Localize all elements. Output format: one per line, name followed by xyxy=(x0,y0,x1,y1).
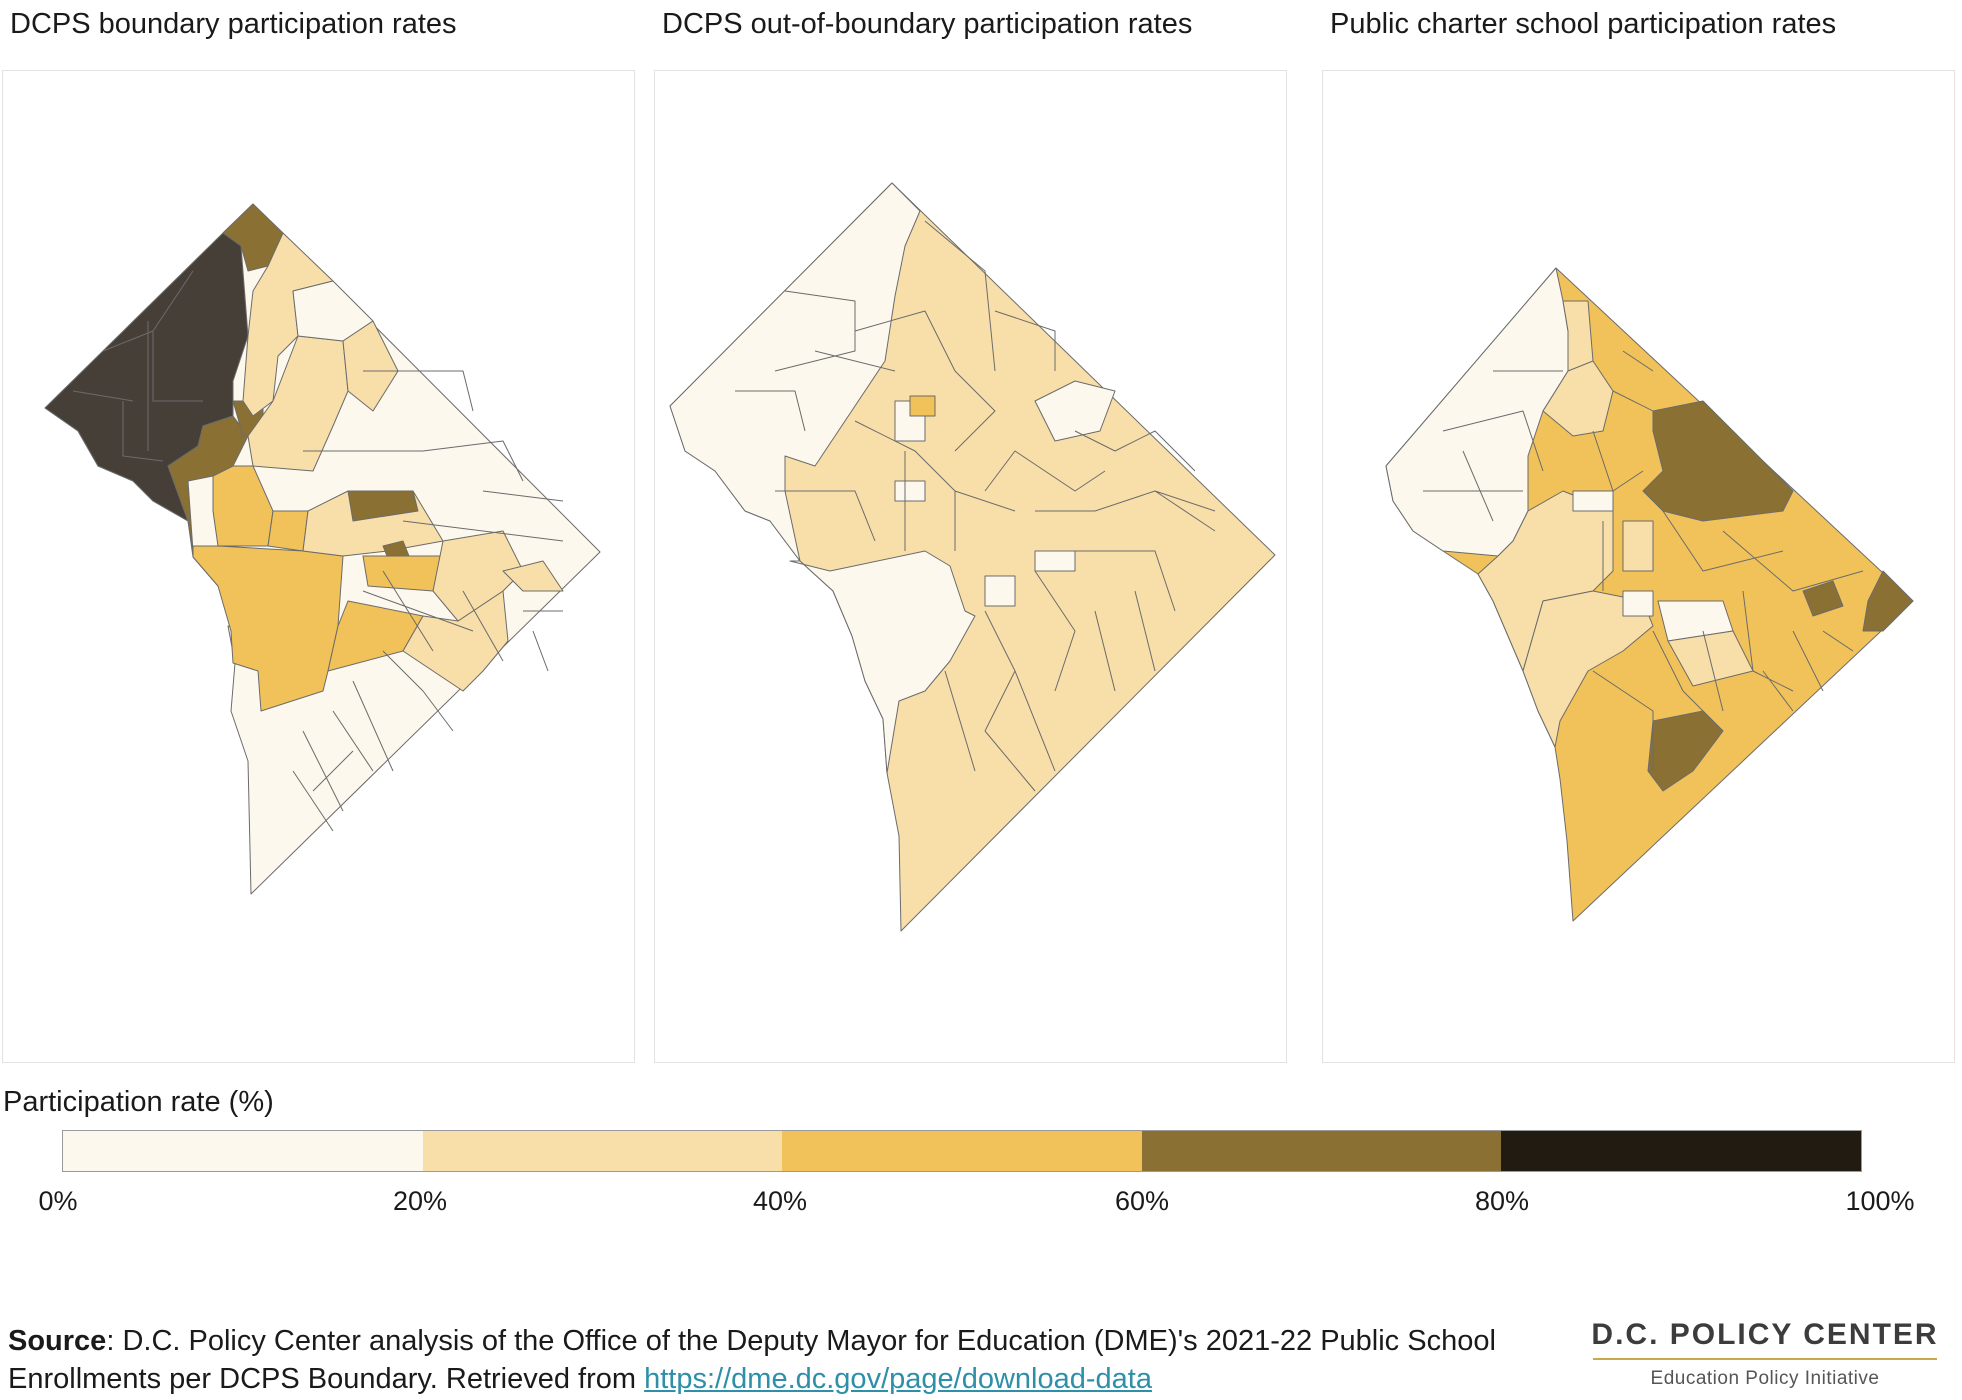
district-white-c5 xyxy=(1572,490,1614,512)
district-tan-far xyxy=(502,560,564,592)
district-tan-c xyxy=(1622,520,1654,572)
map-out-of-boundary xyxy=(669,182,1276,932)
source-label: Source xyxy=(8,1325,107,1357)
source-note: Source: D.C. Policy Center analysis of t… xyxy=(8,1322,1548,1398)
legend-title: Participation rate (%) xyxy=(3,1086,274,1118)
legend-swatch-20-40 xyxy=(422,1131,783,1171)
logo-divider xyxy=(1593,1358,1937,1360)
logo-name: D.C. POLICY CENTER xyxy=(1591,1318,1939,1351)
district-gold-3 xyxy=(362,555,444,592)
district-tan-east xyxy=(292,280,374,342)
district-nw-line xyxy=(72,270,203,462)
district-gold-sw xyxy=(192,545,344,712)
district-white-sw xyxy=(789,550,976,774)
district-brown-3 xyxy=(347,490,419,522)
map-panel-out-of-boundary xyxy=(654,70,1287,1063)
map-charter xyxy=(1385,267,1914,922)
district-tan-se-2 xyxy=(432,530,524,622)
map-panel-boundary xyxy=(2,70,635,1063)
legend-tick-20: 20% xyxy=(392,1186,448,1216)
district-brown-ne xyxy=(1642,400,1794,522)
district-white-c3 xyxy=(1622,590,1654,617)
panel-title-boundary: DCPS boundary participation rates xyxy=(10,8,457,40)
legend-swatch-40-60 xyxy=(782,1131,1142,1171)
district-brown-re2 xyxy=(1802,580,1844,617)
source-text: : D.C. Policy Center analysis of the Off… xyxy=(8,1325,1496,1395)
legend-color-bar xyxy=(62,1130,1862,1172)
district-white-s xyxy=(1034,550,1076,572)
legend-tick-80: 80% xyxy=(1474,1186,1530,1216)
district-lines-3 xyxy=(1423,350,1864,771)
map-boundary xyxy=(44,203,601,895)
legend-tick-40: 40% xyxy=(752,1186,808,1216)
district-brown-re xyxy=(1862,570,1914,632)
district-tan-n xyxy=(1562,300,1594,372)
district-tan-2 xyxy=(342,320,399,412)
map-panel-charter xyxy=(1322,70,1955,1063)
district-lines-2 xyxy=(735,220,1216,792)
district-white-e xyxy=(1034,380,1116,442)
legend-tick-0: 0% xyxy=(38,1186,78,1216)
district-white-s2 xyxy=(984,575,1016,607)
legend-swatch-80-100 xyxy=(1501,1131,1861,1171)
district-white-c2 xyxy=(894,480,926,502)
legend-tick-60: 60% xyxy=(1114,1186,1170,1216)
district-gold-2 xyxy=(267,510,309,552)
district-gold-c xyxy=(909,395,936,417)
district-white-nw xyxy=(669,182,921,562)
dc-policy-center-logo: D.C. POLICY CENTER Education Policy Init… xyxy=(1585,1318,1945,1390)
district-lines xyxy=(292,370,564,832)
legend-tick-100: 100% xyxy=(1845,1186,1915,1216)
district-tan-n2 xyxy=(1542,360,1614,437)
legend-swatch-60-80 xyxy=(1141,1131,1502,1171)
legend-swatch-0-20 xyxy=(63,1131,423,1171)
panel-title-out-of-boundary: DCPS out-of-boundary participation rates xyxy=(662,8,1193,40)
district-tan-north xyxy=(242,232,334,417)
logo-subtitle: Education Policy Initiative xyxy=(1650,1368,1880,1389)
panel-title-charter: Public charter school participation rate… xyxy=(1330,8,1837,40)
district-outline-2 xyxy=(669,182,1276,932)
source-link[interactable]: https://dme.dc.gov/page/download-data xyxy=(644,1363,1152,1395)
